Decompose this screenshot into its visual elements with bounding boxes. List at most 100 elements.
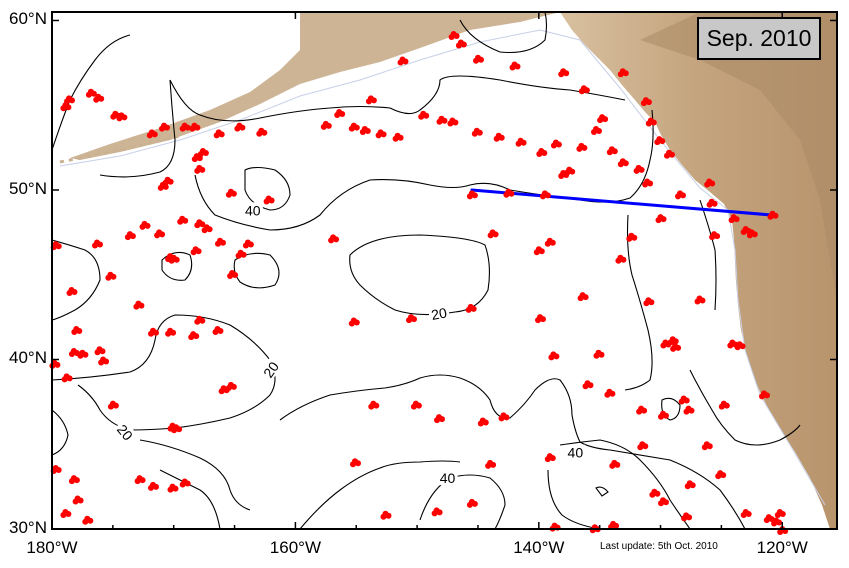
float-marker — [190, 249, 197, 256]
float-marker — [539, 193, 546, 200]
float-marker — [558, 71, 565, 78]
float-marker — [263, 198, 270, 205]
float-marker — [168, 257, 175, 264]
float-marker — [60, 105, 67, 112]
float-marker — [193, 333, 200, 340]
lon-tick-label: 160°W — [269, 538, 322, 557]
float-marker — [87, 517, 94, 524]
float-marker — [617, 161, 624, 168]
float-marker — [182, 217, 189, 224]
tick-marks — [51, 12, 837, 530]
float-marker — [179, 481, 186, 488]
float-marker — [548, 354, 555, 361]
float-marker — [597, 117, 604, 124]
float-marker — [97, 241, 103, 248]
float-marker — [110, 273, 117, 280]
lon-tick-label: 120°W — [756, 538, 808, 557]
float-marker — [148, 330, 154, 337]
float-marker — [715, 473, 722, 480]
float-marker — [397, 59, 404, 66]
float-marker — [177, 218, 184, 225]
float-marker — [212, 329, 219, 335]
north-america-highland — [640, 12, 837, 300]
lat-tick-label: 60°N — [9, 9, 47, 29]
float-marker — [85, 91, 92, 98]
float-marker — [418, 113, 425, 120]
float-marker — [199, 317, 206, 324]
float-marker — [55, 467, 62, 473]
float-marker — [197, 151, 204, 157]
float-marker — [763, 517, 770, 524]
float-marker — [776, 519, 783, 526]
float-marker — [658, 500, 664, 507]
float-marker — [641, 407, 648, 414]
float-marker — [129, 233, 136, 240]
float-marker — [218, 131, 225, 138]
float-marker — [476, 129, 483, 136]
float-marker — [380, 131, 387, 138]
float-marker — [471, 192, 478, 199]
float-marker — [167, 178, 174, 185]
float-marker — [217, 328, 224, 334]
float-marker — [365, 98, 372, 105]
float-marker — [587, 382, 594, 389]
float-marker — [415, 402, 422, 409]
float-marker — [669, 151, 675, 158]
float-marker — [728, 217, 735, 224]
float-marker — [215, 240, 221, 247]
float-marker — [333, 236, 340, 243]
float-marker — [614, 461, 621, 468]
float-marker — [544, 456, 551, 463]
float-marker — [733, 216, 740, 223]
float-marker — [689, 482, 696, 489]
aleutian-islands — [59, 134, 181, 164]
float-marker — [558, 173, 565, 179]
float-marker — [563, 70, 570, 77]
float-marker — [663, 499, 669, 506]
float-marker — [82, 351, 89, 358]
float-marker — [650, 119, 657, 126]
float-marker — [159, 231, 166, 238]
float-marker — [220, 239, 226, 246]
float-marker — [686, 514, 693, 521]
float-marker — [720, 472, 727, 479]
float-marker — [452, 119, 459, 126]
float-marker — [622, 160, 629, 167]
float-marker — [772, 212, 779, 219]
float-marker — [256, 130, 263, 137]
float-marker — [714, 233, 721, 240]
float-marker — [195, 248, 202, 255]
float-marker — [759, 393, 765, 400]
float-marker — [622, 70, 629, 77]
float-marker — [247, 241, 254, 248]
float-marker — [165, 330, 172, 337]
float-marker — [606, 149, 613, 156]
float-marker — [157, 184, 164, 191]
float-marker — [485, 462, 492, 469]
float-marker — [184, 124, 191, 131]
float-marker — [631, 234, 638, 241]
float-marker — [447, 120, 454, 127]
float-marker — [153, 483, 159, 490]
float-marker — [218, 388, 225, 395]
float-marker — [339, 111, 346, 117]
float-marker — [65, 511, 72, 517]
float-marker — [82, 518, 89, 525]
float-marker — [65, 104, 72, 111]
float-marker — [490, 461, 497, 468]
float-marker — [718, 403, 725, 410]
float-marker — [162, 183, 169, 190]
float-marker — [368, 403, 375, 410]
float-marker — [540, 316, 546, 323]
float-marker — [213, 132, 220, 139]
float-marker — [93, 96, 100, 103]
float-marker — [582, 294, 589, 301]
float-marker — [234, 125, 241, 132]
float-marker — [706, 201, 713, 208]
float-marker — [423, 112, 430, 119]
float-marker — [466, 193, 473, 200]
float-marker — [604, 391, 611, 398]
float-marker — [609, 390, 616, 397]
float-marker — [139, 477, 146, 484]
float-marker — [771, 520, 778, 527]
